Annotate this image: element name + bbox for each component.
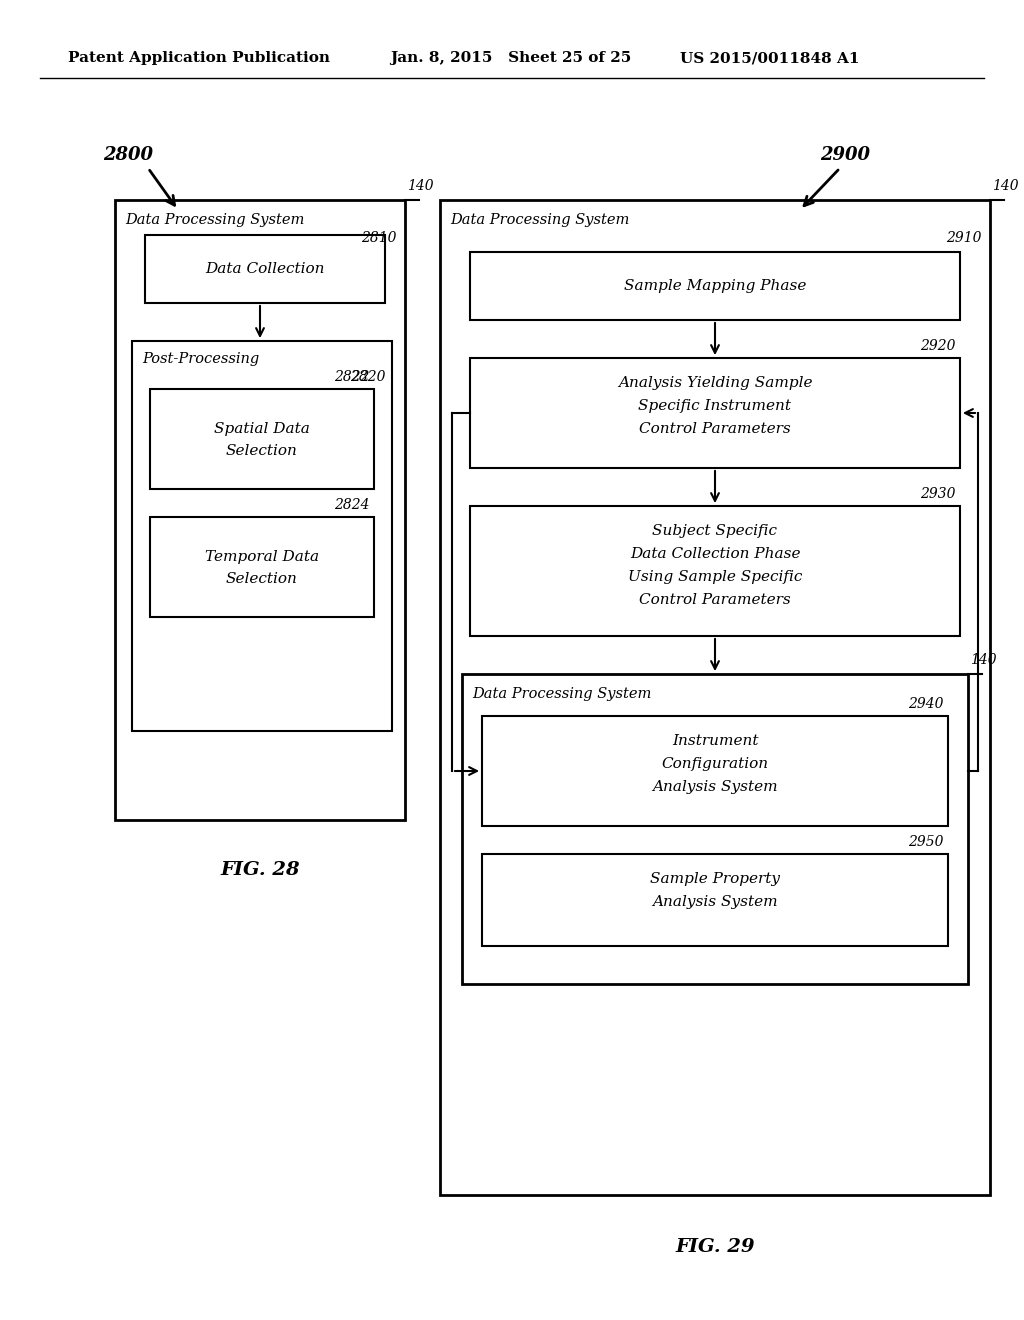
- Text: 140: 140: [992, 180, 1019, 193]
- Text: Data Collection Phase: Data Collection Phase: [630, 546, 800, 561]
- Bar: [482, 715, 948, 826]
- Bar: [470, 358, 961, 469]
- Text: Instrument: Instrument: [672, 734, 758, 748]
- Text: 2950: 2950: [908, 836, 944, 849]
- Text: 2940: 2940: [908, 697, 944, 711]
- Text: Analysis Yielding Sample: Analysis Yielding Sample: [617, 376, 812, 389]
- Bar: [440, 201, 990, 1195]
- Text: 2822: 2822: [335, 370, 370, 384]
- Text: 140: 140: [970, 653, 996, 667]
- Bar: [470, 252, 961, 319]
- Bar: [115, 201, 406, 820]
- Text: Spatial Data: Spatial Data: [214, 422, 310, 436]
- Text: Specific Instrument: Specific Instrument: [639, 399, 792, 413]
- Text: Post-Processing: Post-Processing: [142, 352, 259, 366]
- Text: Jan. 8, 2015   Sheet 25 of 25: Jan. 8, 2015 Sheet 25 of 25: [390, 51, 631, 65]
- Text: 2800: 2800: [103, 147, 153, 164]
- Text: Sample Property: Sample Property: [650, 873, 780, 886]
- Bar: [145, 235, 385, 304]
- Text: Data Processing System: Data Processing System: [125, 213, 304, 227]
- Text: Data Processing System: Data Processing System: [450, 213, 630, 227]
- Text: Control Parameters: Control Parameters: [639, 422, 791, 436]
- Text: 2930: 2930: [921, 487, 956, 502]
- Text: 2900: 2900: [820, 147, 870, 164]
- Text: Data Processing System: Data Processing System: [472, 686, 651, 701]
- Text: Temporal Data: Temporal Data: [205, 550, 319, 564]
- Text: Selection: Selection: [226, 572, 298, 586]
- Text: 2810: 2810: [361, 231, 397, 246]
- Bar: [132, 341, 392, 731]
- Text: Control Parameters: Control Parameters: [639, 593, 791, 607]
- Text: Data Collection: Data Collection: [205, 261, 325, 276]
- Bar: [150, 517, 374, 616]
- Text: US 2015/0011848 A1: US 2015/0011848 A1: [680, 51, 859, 65]
- Text: Using Sample Specific: Using Sample Specific: [628, 570, 802, 583]
- Text: 2820: 2820: [350, 370, 386, 384]
- Text: 140: 140: [407, 180, 433, 193]
- Text: Analysis System: Analysis System: [652, 780, 778, 795]
- Text: Patent Application Publication: Patent Application Publication: [68, 51, 330, 65]
- Text: 2824: 2824: [335, 498, 370, 512]
- Text: FIG. 29: FIG. 29: [675, 1238, 755, 1257]
- Text: 2910: 2910: [946, 231, 982, 246]
- Text: Subject Specific: Subject Specific: [652, 524, 777, 539]
- Bar: [482, 854, 948, 946]
- Bar: [470, 506, 961, 636]
- Bar: [150, 389, 374, 488]
- Text: Selection: Selection: [226, 444, 298, 458]
- Text: Configuration: Configuration: [662, 756, 769, 771]
- Bar: [462, 675, 968, 983]
- Text: 2920: 2920: [921, 339, 956, 352]
- Text: FIG. 28: FIG. 28: [220, 861, 300, 879]
- Text: Analysis System: Analysis System: [652, 895, 778, 909]
- Text: Sample Mapping Phase: Sample Mapping Phase: [624, 279, 806, 293]
